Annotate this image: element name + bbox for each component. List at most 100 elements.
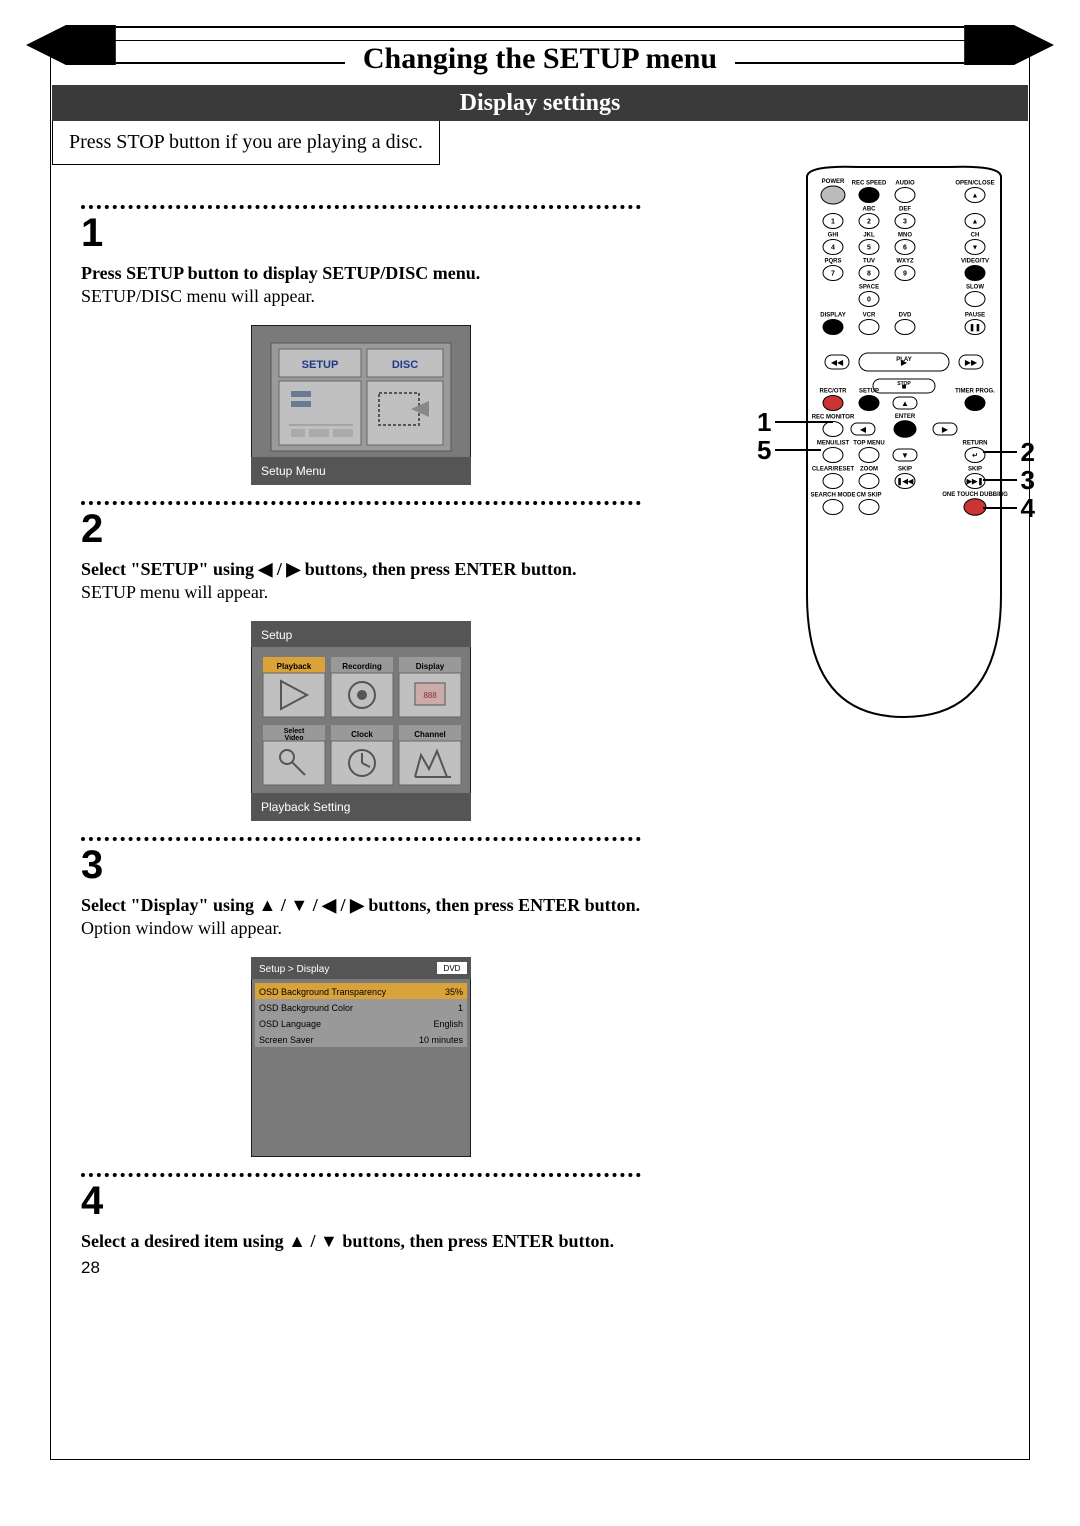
svg-text:OPEN/CLOSE: OPEN/CLOSE	[955, 181, 994, 187]
callout-5: 5	[757, 435, 771, 466]
svg-text:Channel: Channel	[414, 730, 446, 739]
svg-text:RETURN: RETURN	[963, 441, 988, 447]
step1-sub: SETUP/DISC menu will appear.	[81, 286, 641, 307]
svg-text:7: 7	[831, 271, 835, 278]
subtitle: Display settings	[460, 90, 621, 117]
svg-text:SKIP: SKIP	[898, 467, 912, 473]
down-arrow-icon: ▼	[320, 1231, 338, 1251]
svg-text:MNO: MNO	[898, 233, 912, 239]
remote-diagram: POWERREC SPEEDAUDIOOPEN/CLOSE▲1ABC2DEF3G…	[729, 165, 1029, 725]
svg-text:❚❚: ❚❚	[969, 324, 981, 332]
svg-text:SKIP: SKIP	[968, 467, 982, 473]
svg-text:10 minutes: 10 minutes	[419, 1035, 464, 1045]
svg-text:ONE TOUCH DUBBING: ONE TOUCH DUBBING	[942, 492, 1008, 498]
svg-text:◀: ◀	[860, 425, 867, 434]
svg-text:REC MONITOR: REC MONITOR	[812, 415, 855, 421]
step-number: 4	[81, 1181, 641, 1221]
svg-text:STOP: STOP	[897, 381, 911, 387]
steps-column: 1 Press SETUP button to display SETUP/DI…	[81, 205, 641, 1252]
svg-text:DVD: DVD	[899, 313, 912, 319]
svg-text:OSD Language: OSD Language	[259, 1019, 321, 1029]
svg-text:VIDEO/TV: VIDEO/TV	[961, 259, 989, 265]
svg-text:CM SKIP: CM SKIP	[856, 493, 881, 499]
content: 1 Press SETUP button to display SETUP/DI…	[51, 165, 1029, 1252]
svg-text:SPACE: SPACE	[859, 285, 879, 291]
svg-text:PQRS: PQRS	[824, 259, 841, 265]
right-arrow-icon: ▶	[350, 895, 364, 915]
svg-text:WXYZ: WXYZ	[896, 259, 914, 265]
svg-text:4: 4	[831, 245, 835, 252]
svg-text:OSD Background Color: OSD Background Color	[259, 1003, 353, 1013]
svg-text:SEARCH MODE: SEARCH MODE	[810, 493, 855, 499]
svg-text:Select: Select	[284, 728, 305, 735]
svg-text:AUDIO: AUDIO	[895, 181, 915, 187]
page-number: 28	[81, 1258, 100, 1278]
up-arrow-icon: ▲	[259, 895, 277, 915]
screen-display-options: Setup > Display DVD OSD Background Trans…	[251, 957, 471, 1157]
callout-line	[983, 451, 1017, 453]
svg-text:35%: 35%	[445, 987, 463, 997]
screen-setup-menu: Setup Playback Recording Displa	[251, 621, 471, 821]
svg-text:ENTER: ENTER	[895, 414, 916, 420]
svg-text:DEF: DEF	[899, 207, 911, 213]
callout-4: 4	[1021, 493, 1035, 524]
callout-line	[775, 421, 833, 423]
svg-text:Setup > Display: Setup > Display	[259, 964, 329, 975]
svg-text:3: 3	[903, 219, 907, 226]
svg-text:▲: ▲	[901, 399, 909, 408]
svg-text:2: 2	[867, 219, 871, 226]
svg-text:TOP MENU: TOP MENU	[853, 441, 884, 447]
left-arrow-icon: ◀	[259, 559, 273, 579]
svg-text:0: 0	[867, 297, 871, 304]
svg-text:5: 5	[867, 245, 871, 252]
svg-text:CLEAR/RESET: CLEAR/RESET	[812, 467, 855, 473]
svg-text:▼: ▼	[972, 245, 979, 252]
svg-text:TUV: TUV	[863, 259, 875, 265]
svg-text:▼: ▼	[901, 451, 909, 460]
step-number: 2	[81, 509, 641, 549]
svg-text:6: 6	[903, 245, 907, 252]
svg-text:POWER: POWER	[822, 179, 845, 185]
down-arrow-icon: ▼	[290, 895, 308, 915]
callout-line	[983, 507, 1017, 509]
svg-text:JKL: JKL	[863, 233, 875, 239]
screen-setup-disc: SETUP DISC Setup Menu	[251, 325, 471, 485]
svg-text:DISC: DISC	[392, 359, 418, 371]
step2-sub: SETUP menu will appear.	[81, 582, 641, 603]
svg-text:PLAY: PLAY	[896, 357, 911, 363]
svg-text:Setup Menu: Setup Menu	[261, 464, 326, 478]
intro-text: Press STOP button if you are playing a d…	[69, 131, 423, 153]
svg-text:CH: CH	[971, 233, 980, 239]
svg-text:9: 9	[903, 271, 907, 278]
svg-text:Recording: Recording	[342, 662, 382, 671]
callout-line	[983, 479, 1017, 481]
svg-text:Playback Setting: Playback Setting	[261, 800, 350, 814]
callout-3: 3	[1021, 465, 1035, 496]
step3-sub: Option window will appear.	[81, 918, 641, 939]
svg-text:SETUP: SETUP	[859, 389, 879, 395]
svg-text:REC/OTR: REC/OTR	[820, 389, 848, 395]
title-banner: Changing the SETUP menu	[51, 33, 1029, 85]
step3-head: Select "Display" using ▲ / ▼ / ◀ / ▶ but…	[81, 895, 641, 916]
right-arrow-icon: ▶	[286, 559, 300, 579]
divider	[81, 1173, 641, 1177]
page-title: Changing the SETUP menu	[345, 42, 735, 76]
svg-text:REC SPEED: REC SPEED	[852, 181, 887, 187]
svg-text:1: 1	[831, 219, 835, 226]
step-number: 3	[81, 845, 641, 885]
left-arrow-icon: ◀	[322, 895, 336, 915]
svg-text:OSD Background Transparency: OSD Background Transparency	[259, 987, 387, 997]
svg-text:ZOOM: ZOOM	[860, 467, 878, 473]
callout-2: 2	[1021, 437, 1035, 468]
step4-head: Select a desired item using ▲ / ▼ button…	[81, 1231, 641, 1252]
svg-text:▶▶: ▶▶	[965, 358, 978, 367]
divider	[81, 501, 641, 505]
step2-head: Select "SETUP" using ◀ / ▶ buttons, then…	[81, 559, 641, 580]
step-number: 1	[81, 213, 641, 253]
step1-head: Press SETUP button to display SETUP/DISC…	[81, 263, 641, 284]
svg-text:8: 8	[867, 271, 871, 278]
divider	[81, 205, 641, 209]
svg-text:SETUP: SETUP	[302, 359, 339, 371]
svg-text:▲: ▲	[972, 193, 979, 200]
svg-text:Setup: Setup	[261, 628, 293, 642]
